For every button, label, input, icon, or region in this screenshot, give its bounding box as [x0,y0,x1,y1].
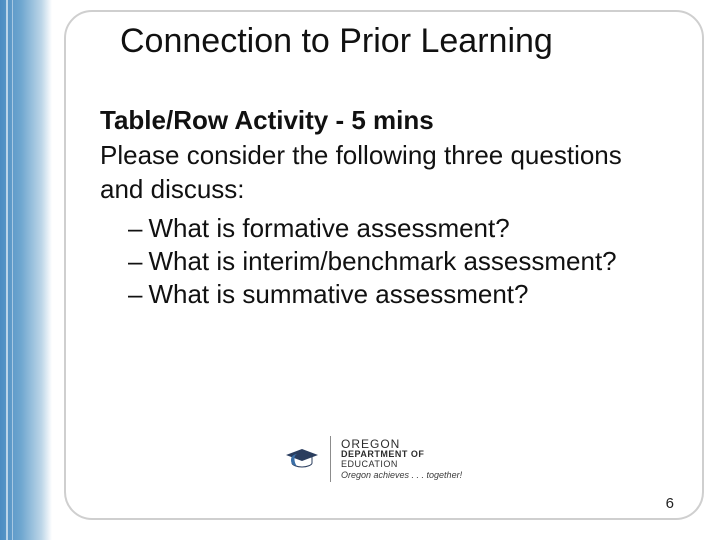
list-item: – What is summative assessment? [128,278,660,311]
logo-text-block: OREGON DEPARTMENT OF EDUCATION Oregon ac… [341,438,462,481]
list-item: – What is interim/benchmark assessment? [128,245,660,278]
list-item: – What is formative assessment? [128,212,660,245]
slide-title: Connection to Prior Learning [120,22,553,61]
dash-icon: – [128,212,142,245]
logo-divider [330,436,331,482]
ode-logo: OREGON DEPARTMENT OF EDUCATION Oregon ac… [284,436,462,482]
slide-body: Table/Row Activity - 5 mins Please consi… [100,104,660,312]
slide-root: Connection to Prior Learning Table/Row A… [0,0,720,540]
left-decorative-band [0,0,52,540]
bullet-label: What is interim/benchmark assessment? [148,245,616,278]
activity-intro: Please consider the following three ques… [100,139,660,206]
dash-icon: – [128,245,142,278]
bullet-label: What is formative assessment? [148,212,509,245]
logo-tagline: Oregon achieves . . . together! [341,471,462,480]
activity-heading: Table/Row Activity - 5 mins [100,104,660,137]
bullet-label: What is summative assessment? [148,278,528,311]
logo-line3: EDUCATION [341,460,462,469]
page-number: 6 [666,495,674,512]
graduation-cap-icon [284,447,320,471]
dash-icon: – [128,278,142,311]
bullet-list: – What is formative assessment? – What i… [100,212,660,312]
